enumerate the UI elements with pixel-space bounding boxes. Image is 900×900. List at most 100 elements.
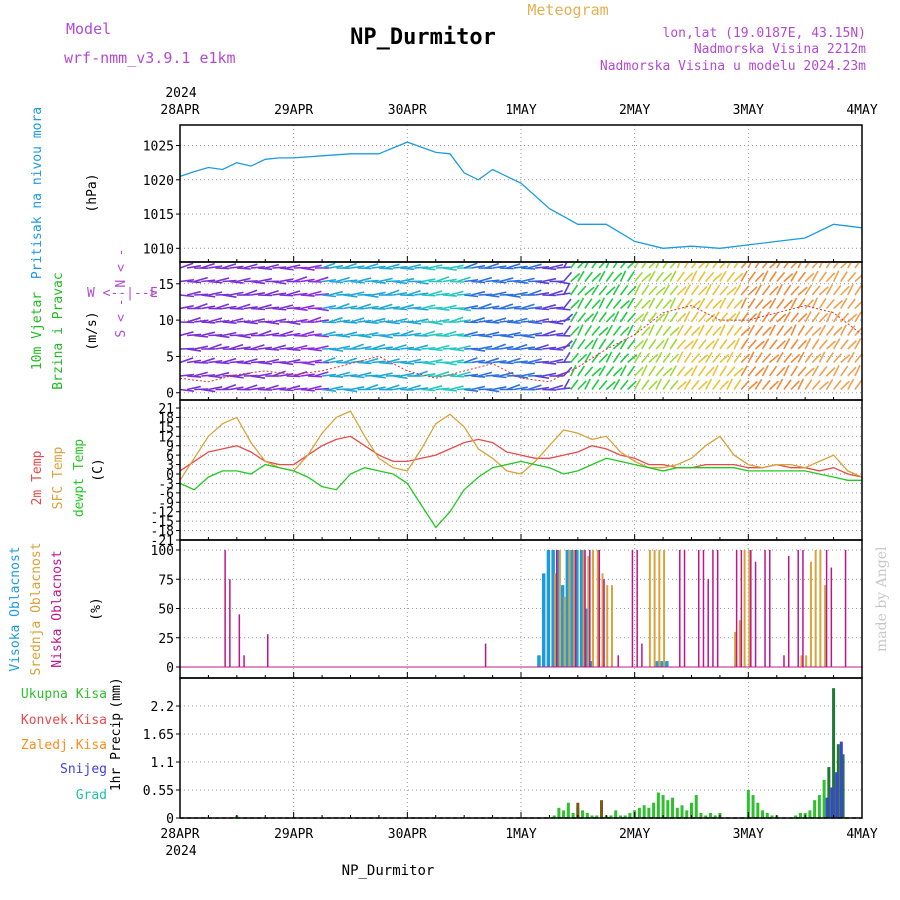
wind-barb — [336, 371, 351, 377]
wind-barb — [584, 324, 593, 336]
wind-barb — [804, 325, 814, 337]
wind-barb — [542, 267, 557, 271]
wind-barb — [208, 280, 223, 284]
wind-barb — [698, 354, 709, 364]
wind-barb — [655, 271, 665, 282]
wind-barb — [712, 364, 719, 377]
wind-barb — [712, 299, 722, 310]
wind-barb — [584, 351, 592, 363]
y-tick-label: 0 — [166, 661, 174, 676]
wind-barb — [797, 366, 807, 377]
wind-barb — [747, 339, 757, 350]
wind-barb — [385, 358, 400, 364]
wind-barb — [392, 386, 408, 391]
wind-barb — [698, 312, 708, 323]
wind-barb — [265, 332, 280, 337]
wind-barb — [180, 305, 194, 310]
wind-barb — [726, 313, 737, 323]
wind-barb — [683, 284, 691, 296]
wind-barb — [343, 279, 358, 283]
wind-barb — [634, 262, 640, 269]
wind-barb — [570, 352, 580, 364]
wind-barb — [449, 280, 464, 283]
wind-barb — [506, 321, 521, 324]
total-precip-bar — [652, 802, 656, 818]
wind-barb — [733, 299, 743, 310]
wind-barb — [229, 307, 244, 310]
wind-barb — [421, 373, 436, 377]
wind-barb — [605, 312, 616, 323]
wind-barb — [229, 360, 244, 364]
wind-barb — [321, 331, 336, 337]
wind-barb — [506, 357, 521, 364]
wind-barb — [797, 313, 808, 323]
wind-barb — [619, 365, 627, 377]
wind-barb — [861, 320, 862, 322]
y-tick-label: 5 — [166, 350, 174, 365]
wind-barb — [222, 263, 237, 269]
wind-barb — [492, 343, 506, 350]
wind-barb — [272, 370, 286, 377]
wind-barb — [528, 280, 543, 283]
wind-barb — [669, 326, 680, 337]
wind-barb — [591, 262, 598, 269]
wind-barb — [350, 334, 365, 337]
wind-barb — [357, 345, 372, 350]
wind-barb — [847, 351, 855, 363]
wind-barb — [648, 338, 657, 350]
wind-barb — [300, 278, 315, 283]
wind-barb — [307, 333, 322, 337]
wind-barb — [761, 338, 770, 350]
wind-barb — [690, 338, 699, 350]
wind-barb — [194, 345, 209, 350]
y-tick-label: -6 — [158, 487, 174, 502]
wind-barb — [577, 380, 587, 391]
wind-barb — [400, 361, 415, 365]
wind-barb — [634, 313, 645, 323]
wind-barb — [783, 272, 794, 283]
wind-barb — [421, 330, 436, 337]
y-tick-label: 100 — [151, 544, 174, 559]
total-precip-bar — [590, 815, 594, 818]
model-elevation-label: Nadmorska Visina u modelu 2024.23m — [600, 59, 866, 74]
wind-barb — [463, 262, 478, 269]
wind-barb — [705, 298, 714, 309]
wind-barb — [520, 334, 535, 339]
wind-barb — [286, 264, 301, 269]
wind-barb — [669, 365, 677, 377]
conv-precip-bar — [600, 800, 604, 818]
wind-barb — [471, 333, 486, 337]
wind-barb — [549, 321, 564, 325]
wind-barb — [747, 380, 758, 391]
wind-barb — [265, 263, 279, 269]
wind-barb — [697, 365, 707, 377]
wind-barb — [726, 298, 735, 309]
wind-barb — [329, 290, 343, 296]
wind-barb — [854, 300, 862, 310]
wind-barb — [343, 262, 357, 269]
wind-barb — [257, 304, 272, 310]
snow-bar — [825, 797, 829, 818]
wind-barb — [250, 280, 266, 285]
wind-barb — [769, 262, 778, 269]
wind-barb — [236, 361, 251, 365]
wind-barb — [626, 339, 636, 350]
wind-barb — [187, 375, 202, 378]
wind-barb — [655, 378, 663, 390]
wind-barb — [535, 360, 550, 364]
wind-barb — [676, 339, 686, 350]
wind-barb — [776, 262, 782, 269]
wind-barb — [392, 344, 407, 350]
time-label-top: 1MAY — [505, 103, 536, 118]
coords-label: lon,lat (19.0187E, 43.15N) — [663, 26, 867, 41]
wind-barb — [520, 277, 535, 283]
wind-barb — [804, 299, 814, 310]
wind-barb — [336, 302, 350, 310]
wind-barb — [847, 313, 858, 323]
wind-barb — [456, 319, 472, 323]
wind-barb — [414, 266, 429, 269]
wind-barb — [513, 360, 528, 364]
wind-barb — [776, 366, 786, 377]
wind-barb — [655, 298, 664, 309]
total-precip-bar — [798, 812, 802, 818]
